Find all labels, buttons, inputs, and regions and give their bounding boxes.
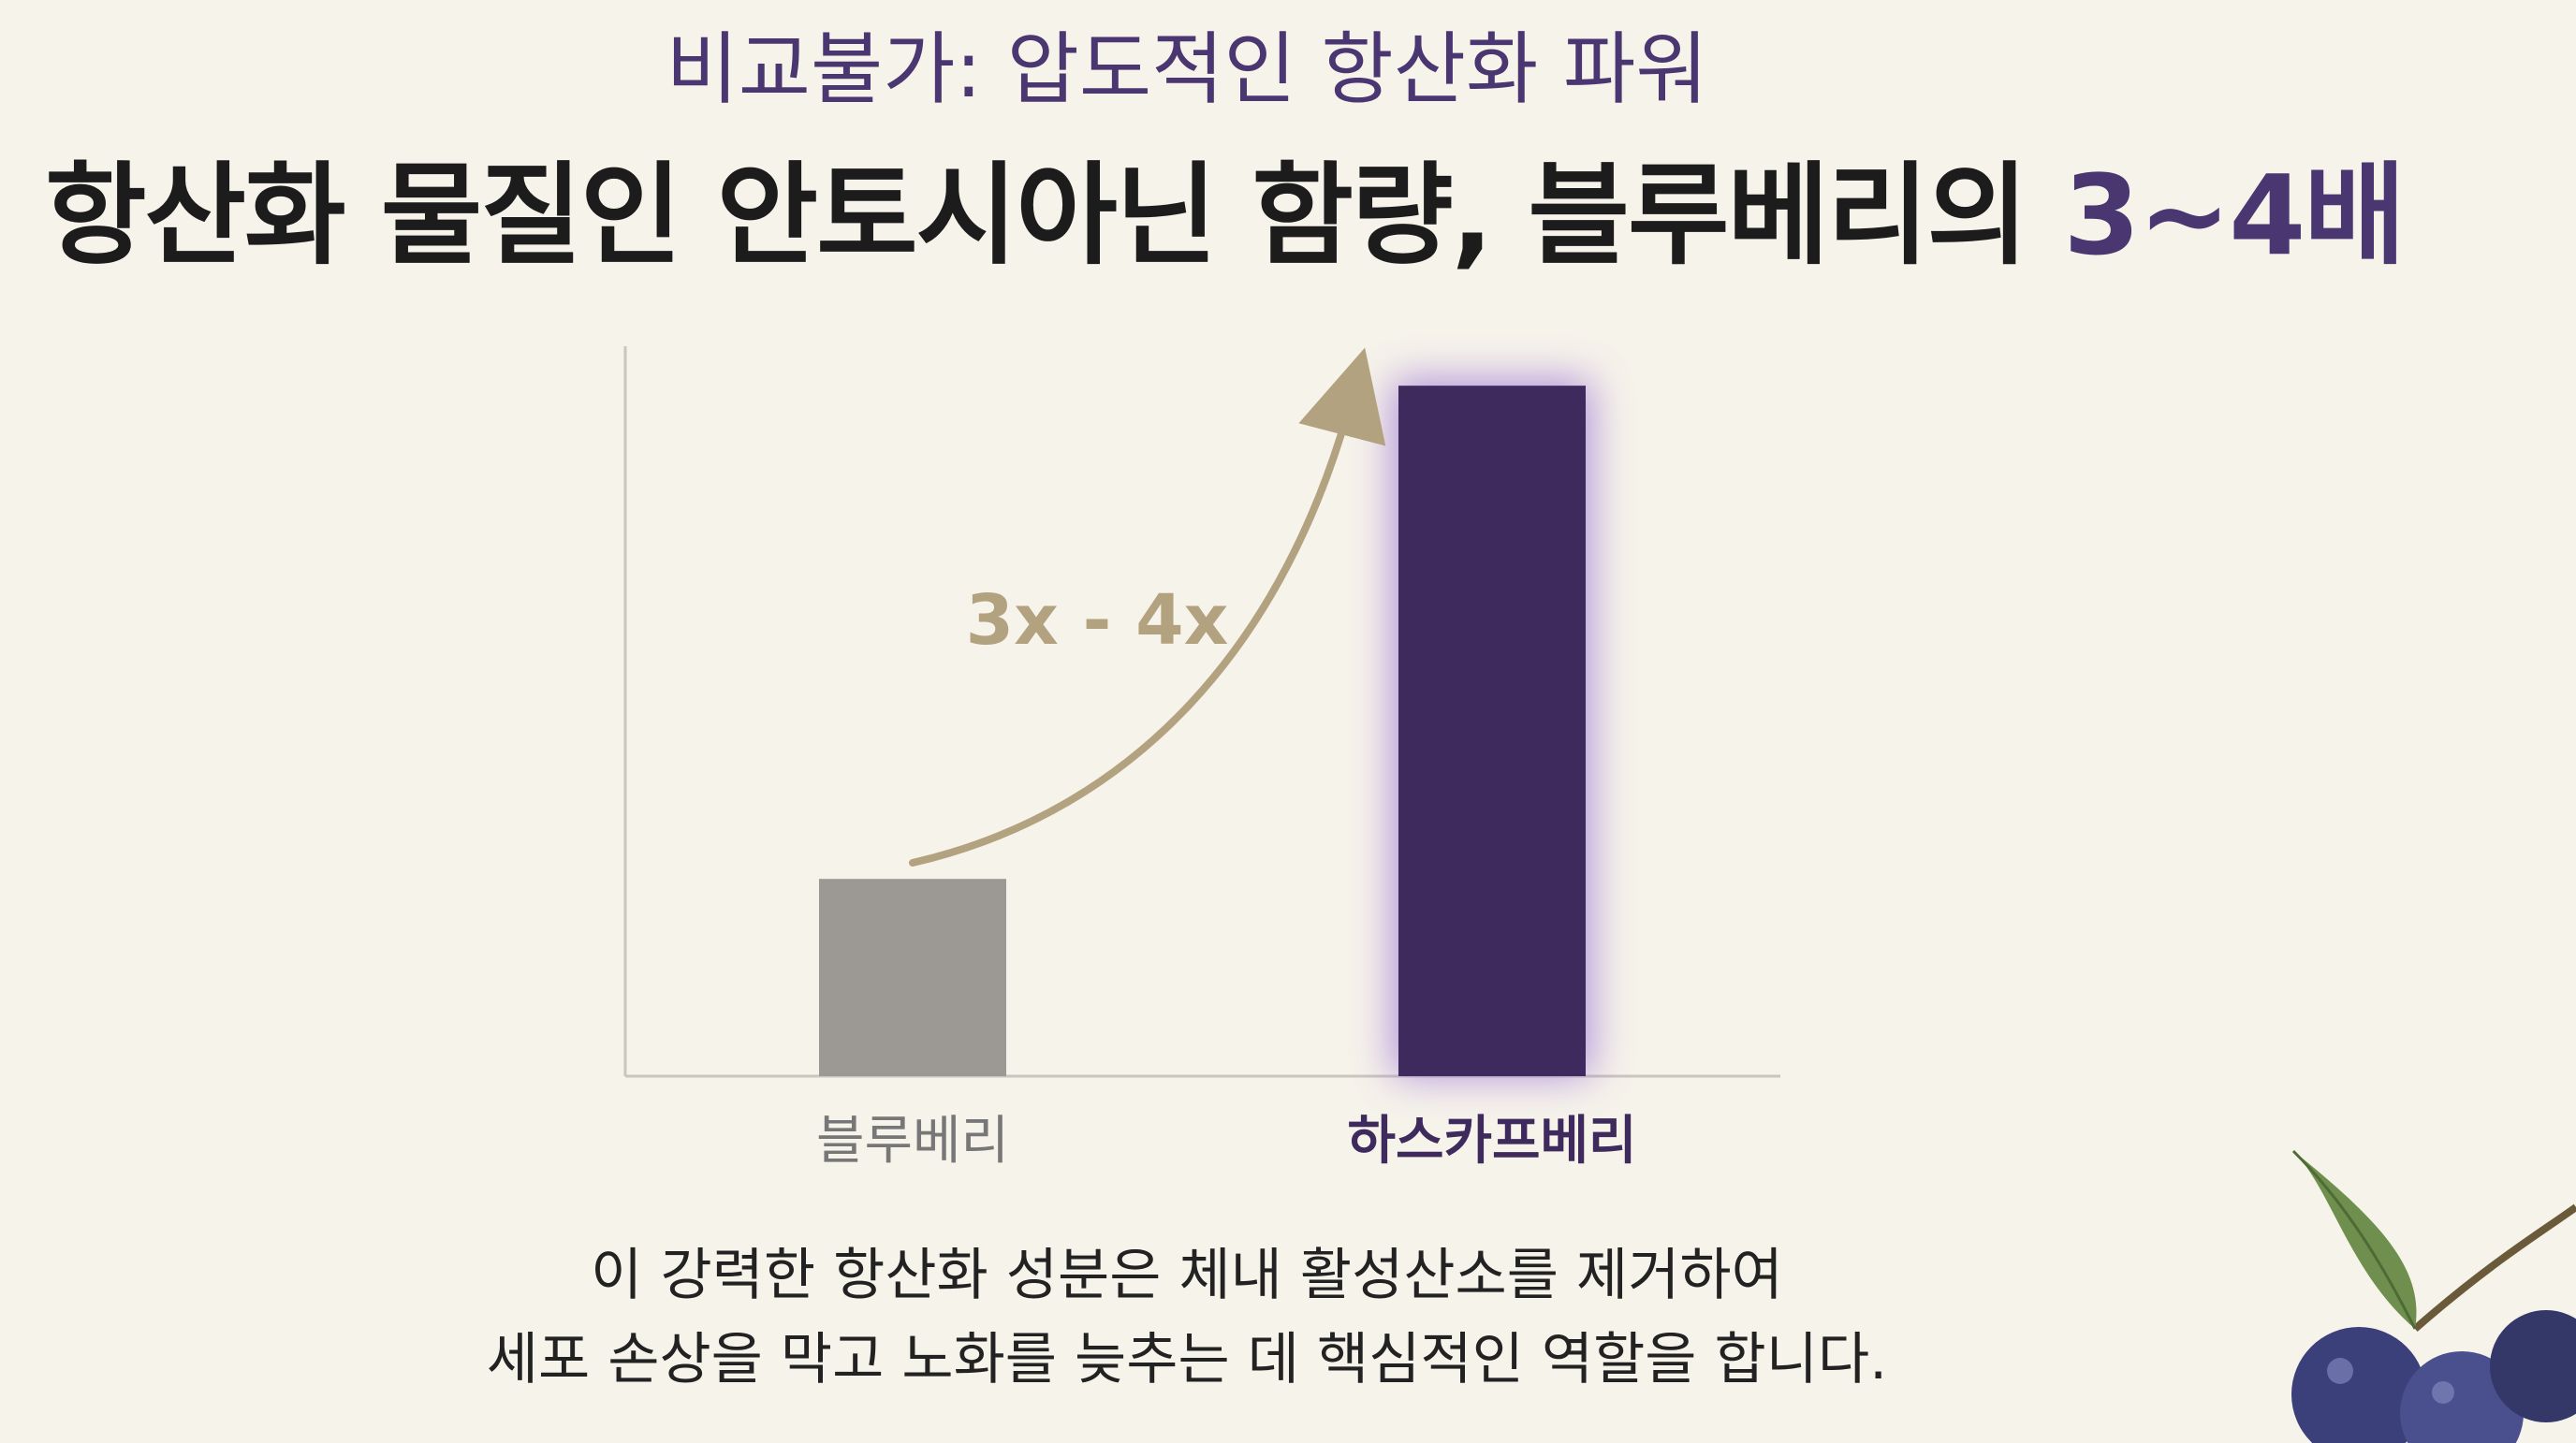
bar-blueberry: [819, 879, 1006, 1076]
description: 이 강력한 항산화 성분은 체내 활성산소를 제거하여 세포 손상을 막고 노화…: [0, 1233, 2374, 1402]
headline-main-text: 항산화 물질인 안토시아닌 함량, 블루베리의: [45, 151, 2064, 280]
growth-arrow: [909, 347, 1386, 867]
description-line-2: 세포 손상을 막고 노화를 늦추는 데 핵심적인 역할을 합니다.: [486, 1327, 1888, 1392]
headline-accent-text: 3~4배: [2063, 151, 2406, 280]
growth-annotation-label: 3x - 4x: [966, 580, 1229, 661]
x-tick-label-haskap: 하스카프베리: [1347, 1111, 1636, 1172]
description-line-1: 이 강력한 항산화 성분은 체내 활성산소를 제거하여: [591, 1243, 1783, 1308]
slide-subtitle: 비교불가: 압도적인 항산화 파워: [666, 23, 1708, 115]
x-tick-label-blueberry: 블루베리: [816, 1111, 1009, 1172]
blueberry-branch-icon: [2291, 1149, 2576, 1443]
bar-chart: 3x - 4x 블루베리 하스카프베리: [623, 346, 1780, 1172]
bar-haskap: [1398, 386, 1586, 1076]
slide-headline: 항산화 물질인 안토시아닌 함량, 블루베리의 3~4배: [45, 150, 2406, 281]
